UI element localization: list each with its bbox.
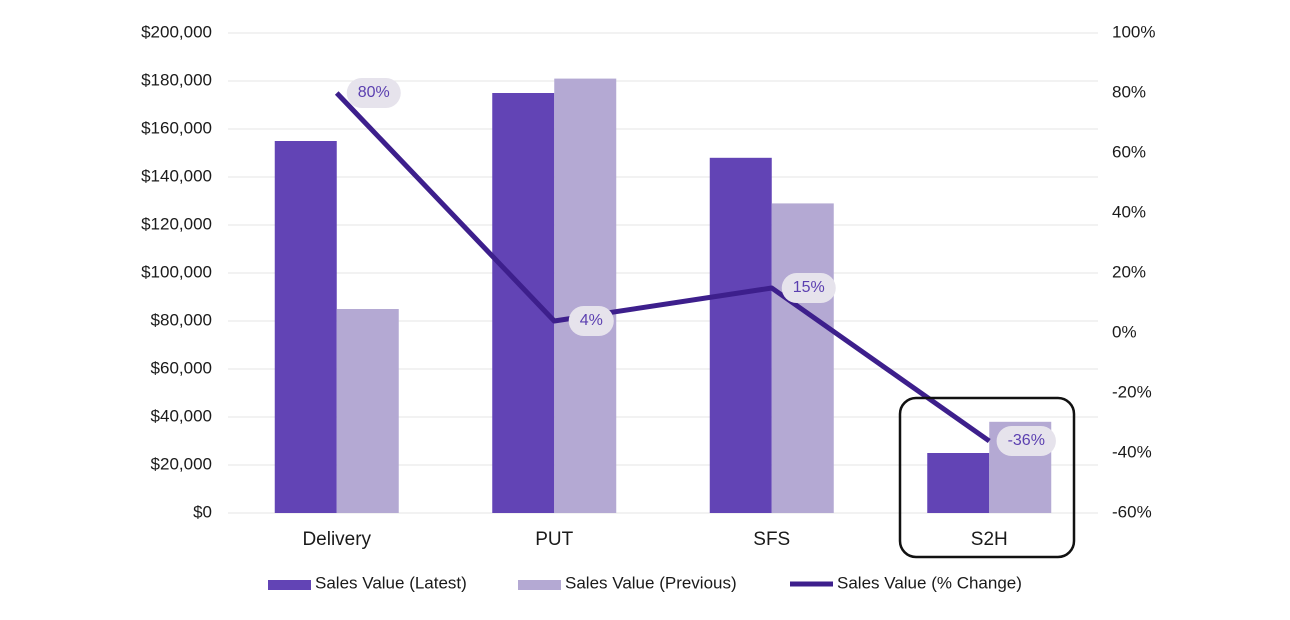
y2-tick-label: 60% xyxy=(1112,142,1146,161)
bar xyxy=(554,78,617,513)
y-tick-label: $80,000 xyxy=(151,310,212,329)
y-tick-label: $200,000 xyxy=(141,22,212,41)
legend-swatch xyxy=(518,580,561,590)
y-tick-label: $0 xyxy=(193,502,212,521)
y2-tick-label: -40% xyxy=(1112,442,1152,461)
data-label: 4% xyxy=(568,306,614,336)
data-label: -36% xyxy=(996,426,1056,456)
bar xyxy=(336,309,399,513)
data-label: 80% xyxy=(346,78,401,108)
data-label: 15% xyxy=(781,273,836,303)
y-tick-label: $40,000 xyxy=(151,406,212,425)
y2-tick-label: -20% xyxy=(1112,382,1152,401)
bar xyxy=(709,157,772,514)
data-label-bg xyxy=(781,273,836,303)
data-label-text: 80% xyxy=(358,84,390,101)
y2-tick-label: 0% xyxy=(1112,322,1137,341)
y-tick-label: $140,000 xyxy=(141,166,212,185)
y-tick-label: $20,000 xyxy=(151,454,212,473)
highlight-box xyxy=(898,396,1076,559)
legend-label: Sales Value (% Change) xyxy=(837,573,1022,592)
y2-tick-label: 100% xyxy=(1112,22,1155,41)
x-tick-label: S2H xyxy=(971,529,1008,550)
line xyxy=(334,91,991,444)
bar xyxy=(492,93,555,513)
data-label-bg xyxy=(346,78,401,108)
bar xyxy=(274,141,337,513)
y-tick-label: $160,000 xyxy=(141,118,212,137)
y-tick-label: $100,000 xyxy=(141,262,212,281)
y-tick-label: $180,000 xyxy=(141,70,212,89)
x-tick-label: PUT xyxy=(535,529,573,550)
legend-label: Sales Value (Latest) xyxy=(315,573,467,592)
y2-tick-label: 80% xyxy=(1112,82,1146,101)
data-label-text: -36% xyxy=(1008,432,1045,449)
y2-tick-label: -60% xyxy=(1112,502,1152,521)
x-tick-label: Delivery xyxy=(302,529,371,550)
x-tick-label: SFS xyxy=(753,529,790,550)
y2-tick-label: 20% xyxy=(1112,262,1146,281)
legend-swatch xyxy=(268,580,311,590)
data-label-bg xyxy=(996,426,1056,456)
y-tick-label: $60,000 xyxy=(151,358,212,377)
bar xyxy=(771,203,834,513)
legend-label: Sales Value (Previous) xyxy=(565,573,737,592)
y2-tick-label: 40% xyxy=(1112,202,1146,221)
bar xyxy=(927,453,990,513)
data-label-text: 4% xyxy=(580,312,603,329)
data-label-bg xyxy=(568,306,614,336)
y-tick-label: $120,000 xyxy=(141,214,212,233)
data-label-text: 15% xyxy=(793,279,825,296)
